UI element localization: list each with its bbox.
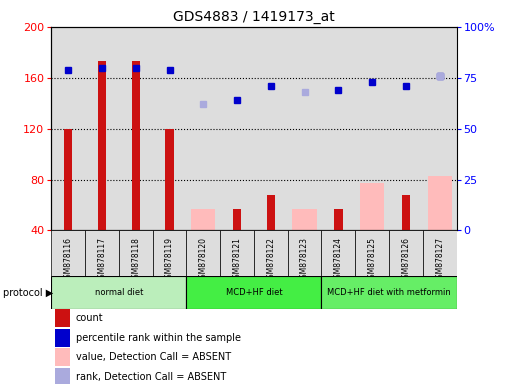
- Text: GSM878118: GSM878118: [131, 237, 140, 283]
- Text: GSM878124: GSM878124: [334, 237, 343, 283]
- Bar: [85, 27, 119, 230]
- Bar: [402, 195, 410, 230]
- Bar: [191, 209, 215, 230]
- Text: GSM878116: GSM878116: [64, 237, 73, 283]
- Bar: [55, 309, 70, 327]
- Bar: [292, 209, 317, 230]
- Bar: [423, 27, 457, 230]
- Bar: [119, 230, 153, 276]
- Bar: [288, 230, 322, 276]
- Text: MCD+HF diet: MCD+HF diet: [226, 288, 282, 297]
- Bar: [427, 176, 452, 230]
- Text: GSM878117: GSM878117: [97, 237, 107, 283]
- Bar: [131, 61, 140, 230]
- Bar: [51, 27, 85, 230]
- Bar: [85, 230, 119, 276]
- Bar: [64, 129, 72, 230]
- Text: GSM878126: GSM878126: [401, 237, 410, 283]
- Bar: [186, 276, 322, 309]
- Text: GSM878125: GSM878125: [368, 237, 377, 283]
- Text: MCD+HF diet with metformin: MCD+HF diet with metformin: [327, 288, 451, 297]
- Bar: [423, 230, 457, 276]
- Bar: [322, 27, 355, 230]
- Bar: [165, 129, 174, 230]
- Bar: [55, 367, 70, 384]
- Text: value, Detection Call = ABSENT: value, Detection Call = ABSENT: [75, 352, 231, 362]
- Bar: [389, 230, 423, 276]
- Bar: [152, 27, 186, 230]
- Bar: [186, 27, 220, 230]
- Text: GSM878122: GSM878122: [266, 237, 275, 283]
- Bar: [334, 209, 343, 230]
- Title: GDS4883 / 1419173_at: GDS4883 / 1419173_at: [173, 10, 335, 25]
- Text: protocol ▶: protocol ▶: [3, 288, 53, 298]
- Bar: [152, 230, 186, 276]
- Text: GSM878120: GSM878120: [199, 237, 208, 283]
- Bar: [267, 195, 275, 230]
- Bar: [254, 230, 288, 276]
- Bar: [51, 276, 186, 309]
- Bar: [355, 230, 389, 276]
- Bar: [322, 276, 457, 309]
- Bar: [288, 27, 322, 230]
- Bar: [119, 27, 153, 230]
- Text: GSM878127: GSM878127: [435, 237, 444, 283]
- Bar: [322, 230, 355, 276]
- Text: GSM878123: GSM878123: [300, 237, 309, 283]
- Bar: [220, 27, 254, 230]
- Text: GSM878119: GSM878119: [165, 237, 174, 283]
- Bar: [186, 230, 220, 276]
- Text: rank, Detection Call = ABSENT: rank, Detection Call = ABSENT: [75, 371, 226, 382]
- Text: normal diet: normal diet: [95, 288, 143, 297]
- Text: count: count: [75, 313, 103, 323]
- Bar: [254, 27, 288, 230]
- Bar: [355, 27, 389, 230]
- Text: GSM878121: GSM878121: [232, 237, 242, 283]
- Bar: [51, 230, 85, 276]
- Bar: [389, 27, 423, 230]
- Text: percentile rank within the sample: percentile rank within the sample: [75, 333, 241, 343]
- Bar: [98, 61, 106, 230]
- Bar: [360, 183, 384, 230]
- Bar: [233, 209, 241, 230]
- Bar: [220, 230, 254, 276]
- Bar: [55, 329, 70, 346]
- Bar: [55, 348, 70, 366]
